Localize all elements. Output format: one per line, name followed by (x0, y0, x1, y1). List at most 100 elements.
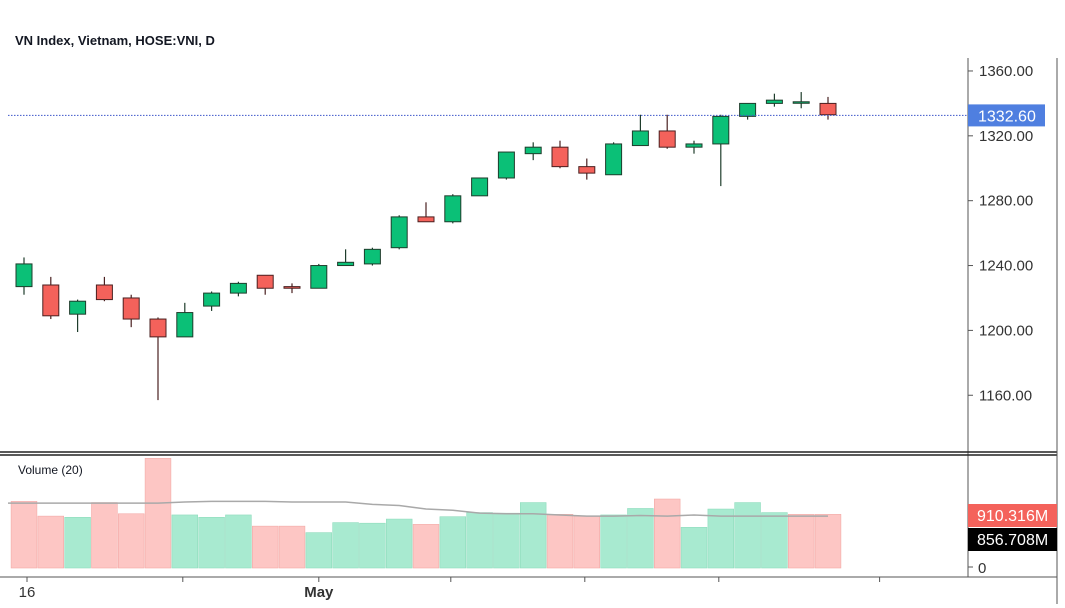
candle-body (578, 166, 596, 174)
volume-ma-tag (968, 528, 1057, 551)
price-tick-label: 1320.00 (979, 128, 1033, 145)
candle-body (605, 143, 623, 176)
candle-body (283, 286, 301, 289)
candle (551, 140, 569, 169)
price-tick-label: 1160.00 (979, 387, 1032, 404)
candle-body (122, 297, 140, 320)
candle-body (497, 151, 515, 179)
candle-body (363, 248, 381, 265)
candle (605, 142, 623, 176)
candle (363, 247, 381, 266)
volume-bar (466, 512, 493, 569)
time-tick-label: 16 (19, 584, 36, 601)
volume-zero-label: 0 (978, 560, 986, 577)
price-tick-label: 1360.00 (979, 63, 1033, 80)
volume-bar (519, 502, 547, 569)
volume-bar (761, 512, 788, 569)
candle (631, 114, 649, 147)
candle-body (390, 216, 408, 249)
candle-body (471, 177, 489, 197)
price-tick-label: 1240.00 (979, 258, 1033, 275)
chart-title: VN Index, Vietnam, HOSE:VNI, D (15, 33, 215, 48)
candle (310, 263, 328, 289)
volume-bar (198, 517, 225, 569)
candle-body (256, 274, 274, 289)
volume-bar (359, 522, 386, 569)
candle-body (337, 261, 355, 267)
volume-bar (627, 508, 654, 569)
volume-bar (171, 514, 198, 569)
volume-panel-label: Volume (20) (18, 463, 83, 477)
candle (685, 140, 703, 154)
volume-bar (600, 514, 627, 569)
candle-body (417, 216, 435, 223)
candle-body (15, 263, 33, 288)
volume-bar (305, 532, 332, 569)
candle (122, 294, 140, 328)
candle-body (310, 265, 328, 289)
candle (229, 281, 247, 297)
candle (176, 302, 194, 338)
candle (390, 215, 408, 250)
volume-bar (787, 514, 815, 569)
candle-body (712, 115, 730, 145)
candle (497, 151, 515, 180)
candle (337, 249, 355, 267)
candle-body (551, 146, 569, 168)
volume-bar (439, 516, 466, 569)
volume-bar (278, 525, 306, 569)
candle (256, 274, 274, 295)
candle (712, 114, 730, 187)
candle (149, 317, 167, 401)
candle-body (658, 130, 676, 148)
candle (739, 102, 757, 120)
candle-body (176, 312, 194, 338)
volume-bar (332, 522, 359, 569)
candle-body (524, 146, 542, 155)
volume-bar (118, 513, 145, 569)
candle-body (685, 143, 703, 148)
candle (765, 93, 783, 107)
candle (792, 92, 810, 109)
volume-bar (707, 508, 735, 569)
volume-bar (10, 501, 38, 569)
candle-body (229, 282, 247, 294)
candle (95, 276, 113, 302)
candle-body (631, 130, 649, 147)
volume-bar (493, 512, 520, 569)
volume-bar (412, 524, 440, 569)
candle (819, 96, 837, 120)
volume-bar (546, 514, 574, 569)
last-price-label: 1332.60 (978, 108, 1036, 125)
candle (444, 194, 462, 224)
volume-bar (385, 518, 413, 569)
volume-ma-line (8, 500, 828, 517)
price-tick-label: 1200.00 (979, 322, 1033, 339)
candle (42, 276, 60, 320)
candle-body (42, 284, 60, 317)
last-price-tag (968, 104, 1045, 127)
candle (417, 202, 435, 223)
candle-body (444, 195, 462, 223)
volume-ma-label: 856.708M (977, 532, 1048, 549)
candle-body (149, 318, 167, 338)
volume-bar (814, 514, 842, 569)
volume-bar (680, 527, 708, 569)
volume-bar (225, 514, 252, 569)
candle (658, 114, 676, 149)
last-volume-label: 910.316M (977, 508, 1048, 525)
volume-bar (144, 458, 172, 569)
price-tick-label: 1280.00 (979, 193, 1033, 210)
last-volume-tag (968, 504, 1057, 527)
candle (524, 142, 542, 161)
candle-body (69, 300, 87, 315)
candle (69, 299, 87, 333)
volume-bar (64, 517, 91, 569)
candle (15, 257, 33, 295)
volume-bar (653, 498, 681, 569)
volume-bar (734, 502, 761, 569)
candle (283, 283, 301, 294)
candle-body (792, 101, 810, 104)
candle-body (203, 292, 221, 307)
